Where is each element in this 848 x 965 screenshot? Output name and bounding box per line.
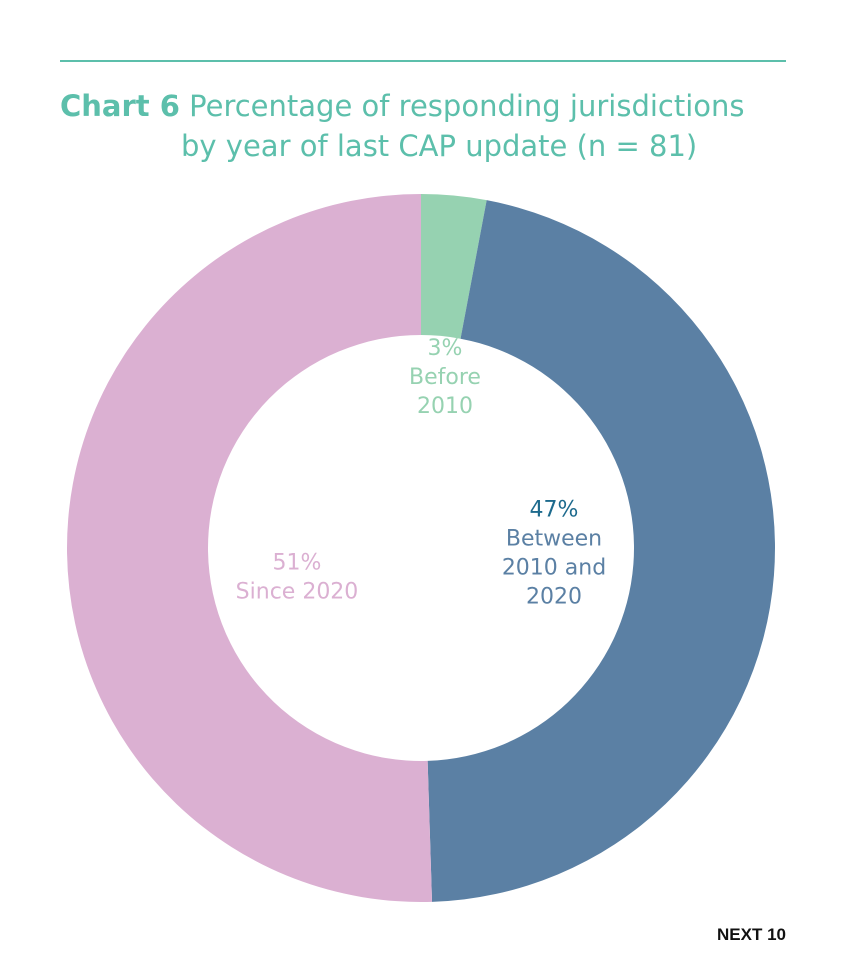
slice-pct-label-1: 47% xyxy=(530,498,579,523)
slice-category-label-0: 2010 xyxy=(417,394,473,419)
chart-number: Chart 6 xyxy=(60,89,180,123)
top-rule xyxy=(60,60,786,62)
slice-category-label-2: Since 2020 xyxy=(236,580,359,605)
slice-pct-label-2: 51% xyxy=(273,551,322,576)
donut-slice-1 xyxy=(427,200,775,902)
slice-category-label-1: 2020 xyxy=(526,585,582,610)
slice-label-group-2: 51% Since 2020 xyxy=(236,551,359,605)
slice-category-label-1: Between xyxy=(506,527,602,552)
chart-title: Chart 6 Percentage of responding jurisdi… xyxy=(60,86,800,166)
chart-title-line1: Percentage of responding jurisdictions xyxy=(189,89,745,123)
slice-label-group-1: 47% Between 2010 and 2020 xyxy=(502,498,606,610)
brand-footer: NEXT 10 xyxy=(717,925,786,944)
chart-title-line2: by year of last CAP update (n = 81) xyxy=(181,129,698,163)
slice-label-group-0: 3% Before 2010 xyxy=(409,336,481,419)
slice-pct-label-0: 3% xyxy=(428,336,463,361)
slice-category-label-0: Before xyxy=(409,365,481,390)
donut-slice-2 xyxy=(66,194,433,902)
donut-slice-0 xyxy=(421,194,487,339)
slice-category-label-1: 2010 and xyxy=(502,556,606,581)
